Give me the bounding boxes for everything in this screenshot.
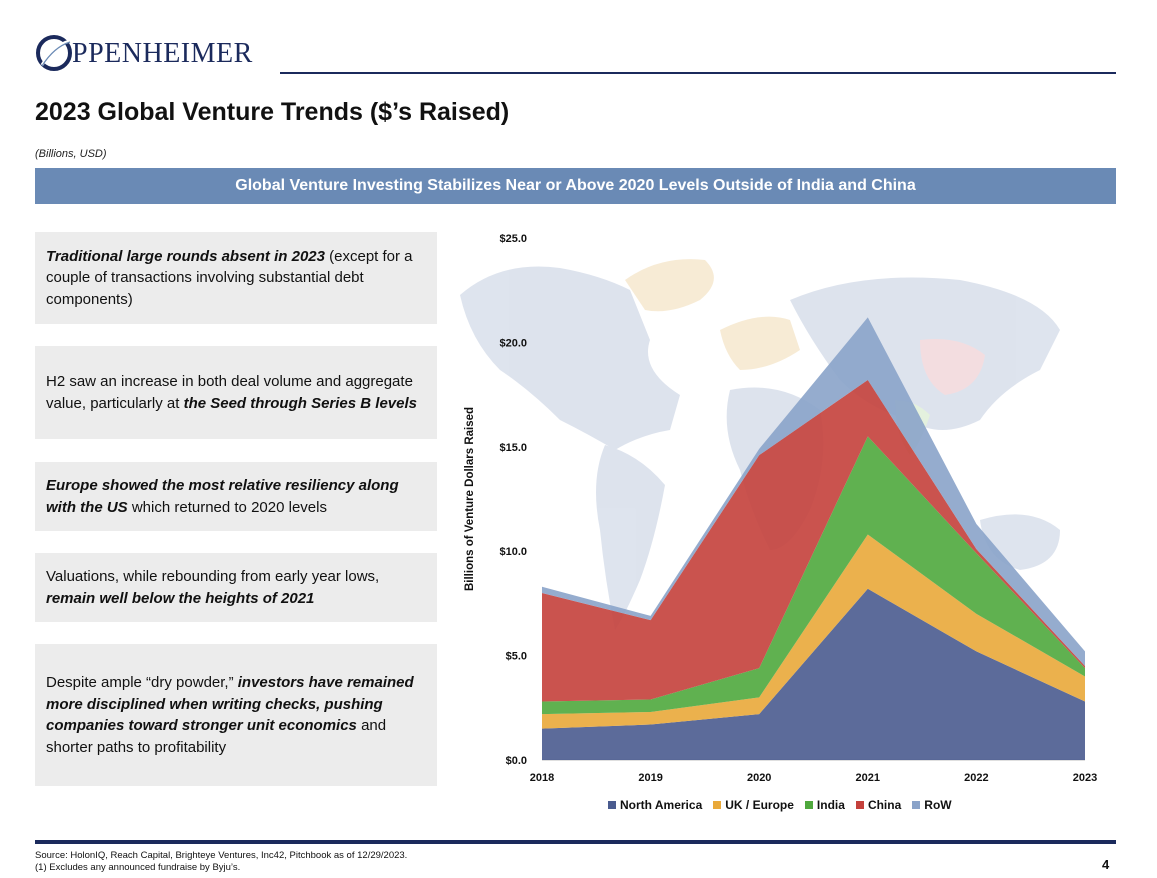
x-tick-label: 2020 [747, 772, 771, 784]
x-tick-label: 2021 [856, 772, 880, 784]
legend-label: UK / Europe [725, 798, 794, 812]
body-text: (except for a couple of transactions inv… [46, 247, 413, 308]
y-tick-label: $15.0 [499, 442, 527, 454]
area-uk-europe [542, 534, 1085, 729]
insight-box-3: Europe showed the most relative resilien… [35, 462, 437, 531]
insight-text: H2 saw an increase in both deal volume a… [46, 371, 426, 414]
area-north-america [542, 588, 1085, 760]
y-axis-label: Billions of Venture Dollars Raised [464, 407, 476, 591]
x-tick-label: 2023 [1073, 772, 1097, 784]
insight-box-1: Traditional large rounds absent in 2023 … [35, 232, 437, 324]
legend-item: RoW [912, 798, 952, 812]
header-rule [280, 72, 1116, 74]
legend-swatch [713, 801, 722, 809]
legend-item: UK / Europe [713, 798, 794, 812]
insight-box-5: Despite ample “dry powder,” investors ha… [35, 644, 437, 786]
source-line-2: (1) Excludes any announced fundraise by … [35, 862, 241, 873]
legend-swatch [855, 801, 864, 809]
y-tick-label: $0.0 [506, 755, 527, 767]
legend-label: India [816, 798, 845, 812]
insight-box-2: H2 saw an increase in both deal volume a… [35, 346, 437, 439]
body-text: Valuations, while rebounding from early … [46, 568, 380, 585]
insight-text: Despite ample “dry powder,” investors ha… [46, 672, 426, 758]
x-tick-label: 2019 [638, 772, 662, 784]
emphasis-text: remain well below the heights of 2021 [46, 589, 315, 607]
page-title: 2023 Global Venture Trends ($’s Raised) [35, 98, 510, 126]
y-tick-label: $5.0 [506, 651, 527, 663]
body-text: and shorter paths to profitability [46, 717, 387, 756]
legend-item: India [804, 798, 845, 812]
y-tick-label: $10.0 [499, 546, 527, 558]
world-map-background [460, 259, 1060, 630]
legend-swatch [608, 801, 616, 809]
legend-item: North America [608, 798, 702, 812]
y-tick-label: $20.0 [499, 337, 527, 349]
body-text: H2 saw an increase in both deal volume a… [46, 373, 413, 412]
logo-o-mark [36, 35, 72, 71]
banner-headline: Global Venture Investing Stabilizes Near… [35, 168, 1116, 204]
legend-item: China [855, 798, 902, 812]
emphasis-text: the Seed through Series B levels [183, 394, 417, 412]
insight-text: Valuations, while rebounding from early … [46, 566, 426, 609]
venture-area-chart: $0.0 $5.0 $10.0 $15.0 $20.0 $25.0 2018 2019 2020… [460, 233, 1097, 784]
area-india [542, 436, 1085, 715]
body-text: which returned to 2020 levels [127, 498, 327, 516]
chart-labels: $0.0 $5.0 $10.0 $15.0 $20.0 $25.0 2018 2019 2020… [464, 233, 1097, 784]
area-row [542, 317, 1085, 667]
emphasis-text: Traditional large rounds absent in 2023 [46, 247, 325, 265]
emphasis-text: Europe showed the most relative resilien… [46, 477, 399, 516]
source-line-1: Source: HolonIQ, Reach Capital, Brightey… [35, 850, 408, 861]
insight-box-4: Valuations, while rebounding from early … [35, 553, 437, 622]
x-tick-label: 2018 [530, 772, 554, 784]
legend-swatch [804, 801, 813, 809]
chart-areas [542, 317, 1085, 760]
body-text: Despite ample “dry powder,” [46, 674, 238, 691]
area-china [542, 379, 1085, 702]
units-note: (Billions, USD) [35, 148, 107, 160]
insight-text: Europe showed the most relative resilien… [46, 475, 426, 518]
y-tick-label: $25.0 [499, 233, 527, 245]
x-tick-label: 2022 [964, 772, 988, 784]
legend-swatch [912, 801, 921, 809]
legend-label: RoW [924, 798, 952, 812]
legend-label: China [867, 798, 902, 812]
chart-legend: North America UK / Europe India China RoW [608, 798, 952, 812]
page-number: 4 [1102, 857, 1110, 872]
logo: PPENHEIMER [72, 38, 253, 69]
emphasis-text: investors have remained more disciplined… [46, 674, 414, 734]
source-note: Source: HolonIQ, Reach Capital, Brightey… [35, 850, 407, 874]
footer-rule [35, 840, 1116, 844]
legend-label: North America [620, 798, 703, 812]
insight-text: Traditional large rounds absent in 2023 … [46, 246, 426, 311]
